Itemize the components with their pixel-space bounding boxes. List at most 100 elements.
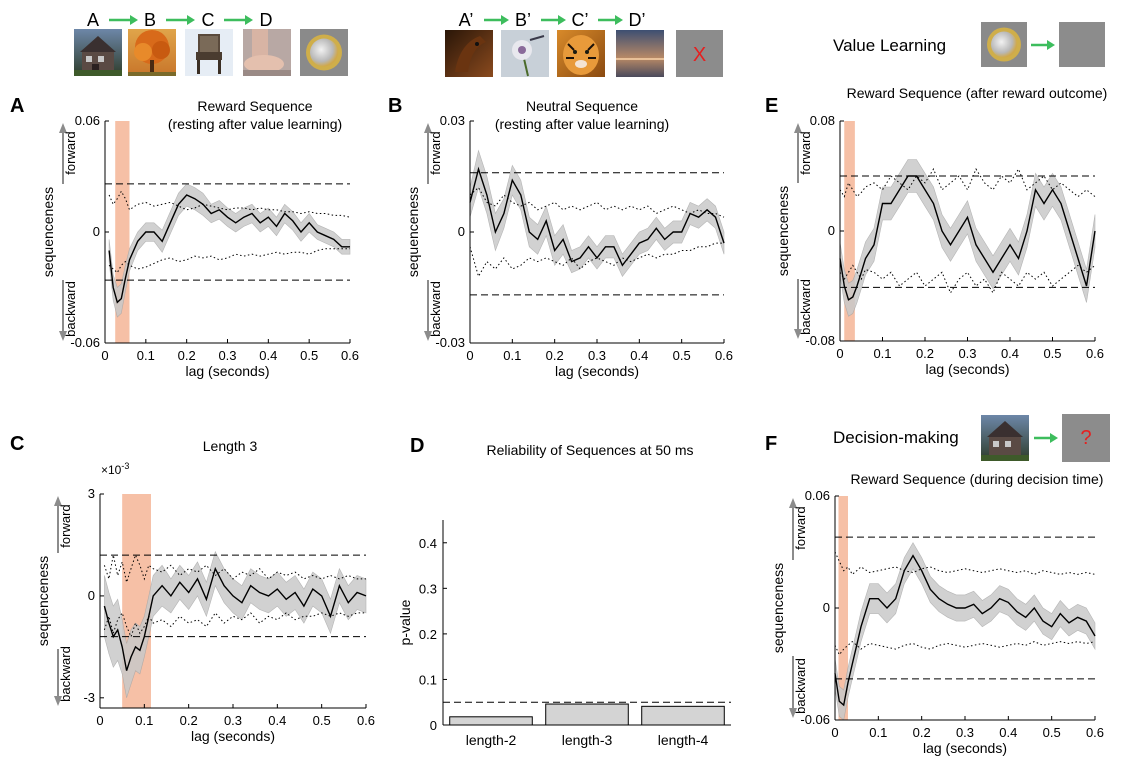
backward-label: backward [58,646,73,702]
y-axis-label: sequenceness [770,563,786,653]
coin-image [300,29,348,76]
x-tick-label: 0.5 [1043,346,1061,361]
x-axis-label: lag (seconds) [555,363,639,379]
x-tick-label: 0.6 [341,348,359,363]
chart-subtitle: (resting after value learning) [168,116,342,132]
green-arrow-icon [484,15,509,25]
neutral-label-d: D’ [629,10,646,30]
green-arrow-icon [109,15,138,25]
up-arrow-icon [789,498,797,508]
x-tick-label: 0.3 [956,725,974,740]
decision-house-image [981,415,1029,461]
mean-sequenceness-line [834,554,1096,707]
panel-a-reward-sequence-chart: A Reward Sequence (resting after value lea… [10,95,359,379]
y-tick-label: -3 [83,690,95,705]
y-tick-label: 0.2 [419,627,437,642]
panel-letter: C [10,433,24,455]
panel-letter: A [10,95,24,117]
neutral-label-a: A’ [459,10,474,30]
y-axis-label: sequenceness [40,187,56,277]
x-tick-label: 0 [836,346,843,361]
sem-band [108,183,351,318]
x-tick-label: 0.6 [357,713,375,728]
x-tick-label: 0.1 [869,725,887,740]
y-axis-label: sequenceness [405,187,421,277]
highlight-window [844,121,855,341]
lower-null-bound [108,248,350,274]
y-tick-label: 0 [88,588,95,603]
sem-band [839,159,1096,317]
value-learning-legend: Value Learning [833,22,1105,67]
seq-label-d: D [260,10,273,30]
up-arrow-icon [424,123,432,133]
y-tick-label: -0.03 [435,335,465,350]
y-tick-label: 0 [458,224,465,239]
x-tick-label: 0.3 [958,346,976,361]
neutral-sequence-legend: A’ B’ C’ D’ [445,10,723,77]
lower-null-bound [834,640,1096,656]
green-arrow-icon [1031,40,1055,50]
value-learning-label: Value Learning [833,36,946,55]
x-tick-label: 0.3 [588,348,606,363]
x-axis-label: lag (seconds) [185,363,269,379]
x-tick-label: 0.6 [1086,725,1104,740]
down-arrow-icon [54,696,62,706]
y-multiplier: ×10-3 [101,461,129,477]
forward-label: forward [63,131,78,174]
up-arrow-icon [59,123,67,133]
forward-label: forward [798,131,813,174]
lower-null-bound [103,611,366,639]
chart-title: Reward Sequence (during decision time) [851,471,1104,487]
mean-sequenceness-line [469,166,725,267]
upper-null-bound [839,168,1096,198]
down-arrow-icon [59,331,67,341]
green-arrow-icon [224,15,253,25]
x-tick-label: 0.1 [503,348,521,363]
highlight-window [838,496,848,720]
house-image [74,29,122,76]
x-tick-label: 0.6 [1086,346,1104,361]
x-tick-label: 0.6 [715,348,733,363]
decision-legend: Decision-making ? [833,414,1110,462]
bar-length-2 [449,716,533,726]
mean-sequenceness-line [108,194,350,304]
sem-band [104,550,367,698]
forward-label: forward [793,506,808,549]
panel-d-reliability-bar-chart: D Reliability of Sequences at 50 ms length… [397,435,731,748]
panel-b-neutral-sequence-chart: B Neutral Sequence (resting after value le… [388,95,733,379]
y-tick-label: -0.06 [70,335,100,350]
chart-subtitle: (resting after value learning) [495,116,669,132]
up-arrow-icon [794,123,802,133]
x-tick-label: 0 [101,348,108,363]
x-tick-label: 0.1 [135,713,153,728]
down-arrow-icon [794,329,802,339]
x-tick-label: 0 [831,725,838,740]
panel-e-after-reward-chart: E Reward Sequence (after reward outcome) 0… [765,85,1107,377]
y-axis-label: p-value [397,599,413,645]
seq-label-b: B [144,10,156,30]
x-tick-label: 0.4 [630,348,648,363]
chair-image [185,29,233,76]
x-tick-label: length-3 [562,732,613,748]
upper-null-bound [108,190,351,218]
x-tick-label: 0.5 [313,713,331,728]
chart-title: Neutral Sequence [526,98,638,114]
decision-outcome-image: ? [1062,414,1110,462]
horse-image [445,30,493,77]
seq-label-c: C [202,10,215,30]
green-arrow-icon [541,15,566,25]
y-axis-label: sequenceness [35,556,51,646]
x-tick-label: 0.3 [218,348,236,363]
y-tick-label: 0.06 [75,113,100,128]
mean-sequenceness-line [839,175,1096,301]
value-outcome-image [1059,22,1105,67]
bird-flower-image [501,30,549,77]
y-tick-label: 0 [823,600,830,615]
x-tick-label: 0.5 [673,348,691,363]
x-tick-label: 0 [466,348,473,363]
x-tick-label: 0.5 [1043,725,1061,740]
bar-length-4 [641,705,725,726]
down-arrow-icon [424,331,432,341]
